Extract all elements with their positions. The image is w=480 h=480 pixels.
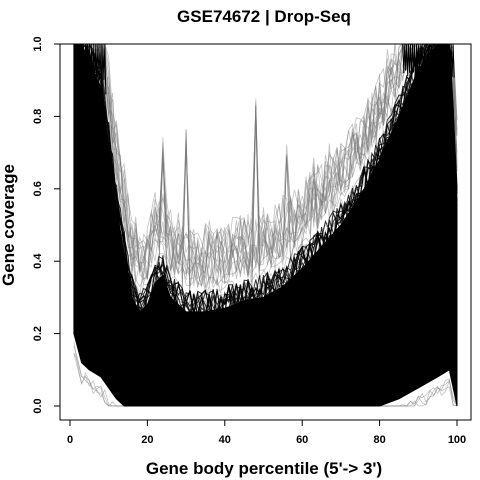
band-edge-lines — [73, 44, 458, 322]
x-tick-label: 0 — [67, 434, 73, 446]
y-axis-label: Gene coverage — [0, 164, 18, 286]
coverage-line — [73, 44, 458, 287]
y-tick-label: 1.0 — [32, 36, 44, 51]
x-tick-label: 60 — [296, 434, 308, 446]
coverage-line — [73, 44, 458, 288]
coverage-line — [73, 44, 458, 321]
coverage-line — [73, 44, 458, 287]
coverage-line — [73, 44, 458, 284]
y-tick-label: 0.0 — [32, 398, 44, 413]
coverage-line — [73, 44, 458, 289]
x-axis-label: Gene body percentile (5'-> 3') — [146, 459, 382, 478]
x-axis: 0 20 40 60 80 100 — [67, 419, 466, 446]
plot-area — [73, 44, 458, 407]
coverage-line — [73, 44, 458, 288]
coverage-line — [73, 44, 458, 288]
coverage-line — [73, 44, 458, 281]
coverage-line — [73, 44, 458, 279]
coverage-line — [73, 44, 458, 280]
y-tick-label: 0.2 — [32, 326, 44, 341]
y-tick-label: 0.6 — [32, 181, 44, 196]
chart-title: GSE74672 | Drop-Seq — [177, 7, 351, 26]
coverage-line — [73, 44, 107, 97]
coverage-line — [73, 44, 458, 281]
coverage-line — [73, 44, 458, 280]
coverage-line — [73, 44, 458, 287]
y-tick-label: 0.4 — [32, 253, 44, 269]
y-axis: 0.0 0.2 0.4 0.6 0.8 1.0 — [32, 36, 61, 414]
x-tick-label: 40 — [219, 434, 231, 446]
y-tick-label: 0.8 — [32, 109, 44, 124]
x-tick-label: 80 — [373, 434, 385, 446]
coverage-line — [73, 44, 458, 298]
coverage-line — [73, 44, 458, 322]
x-tick-label: 100 — [448, 434, 466, 446]
coverage-line — [73, 44, 458, 288]
coverage-line — [73, 44, 458, 286]
x-tick-label: 20 — [141, 434, 153, 446]
coverage-line — [73, 44, 458, 286]
coverage-line — [402, 44, 455, 80]
